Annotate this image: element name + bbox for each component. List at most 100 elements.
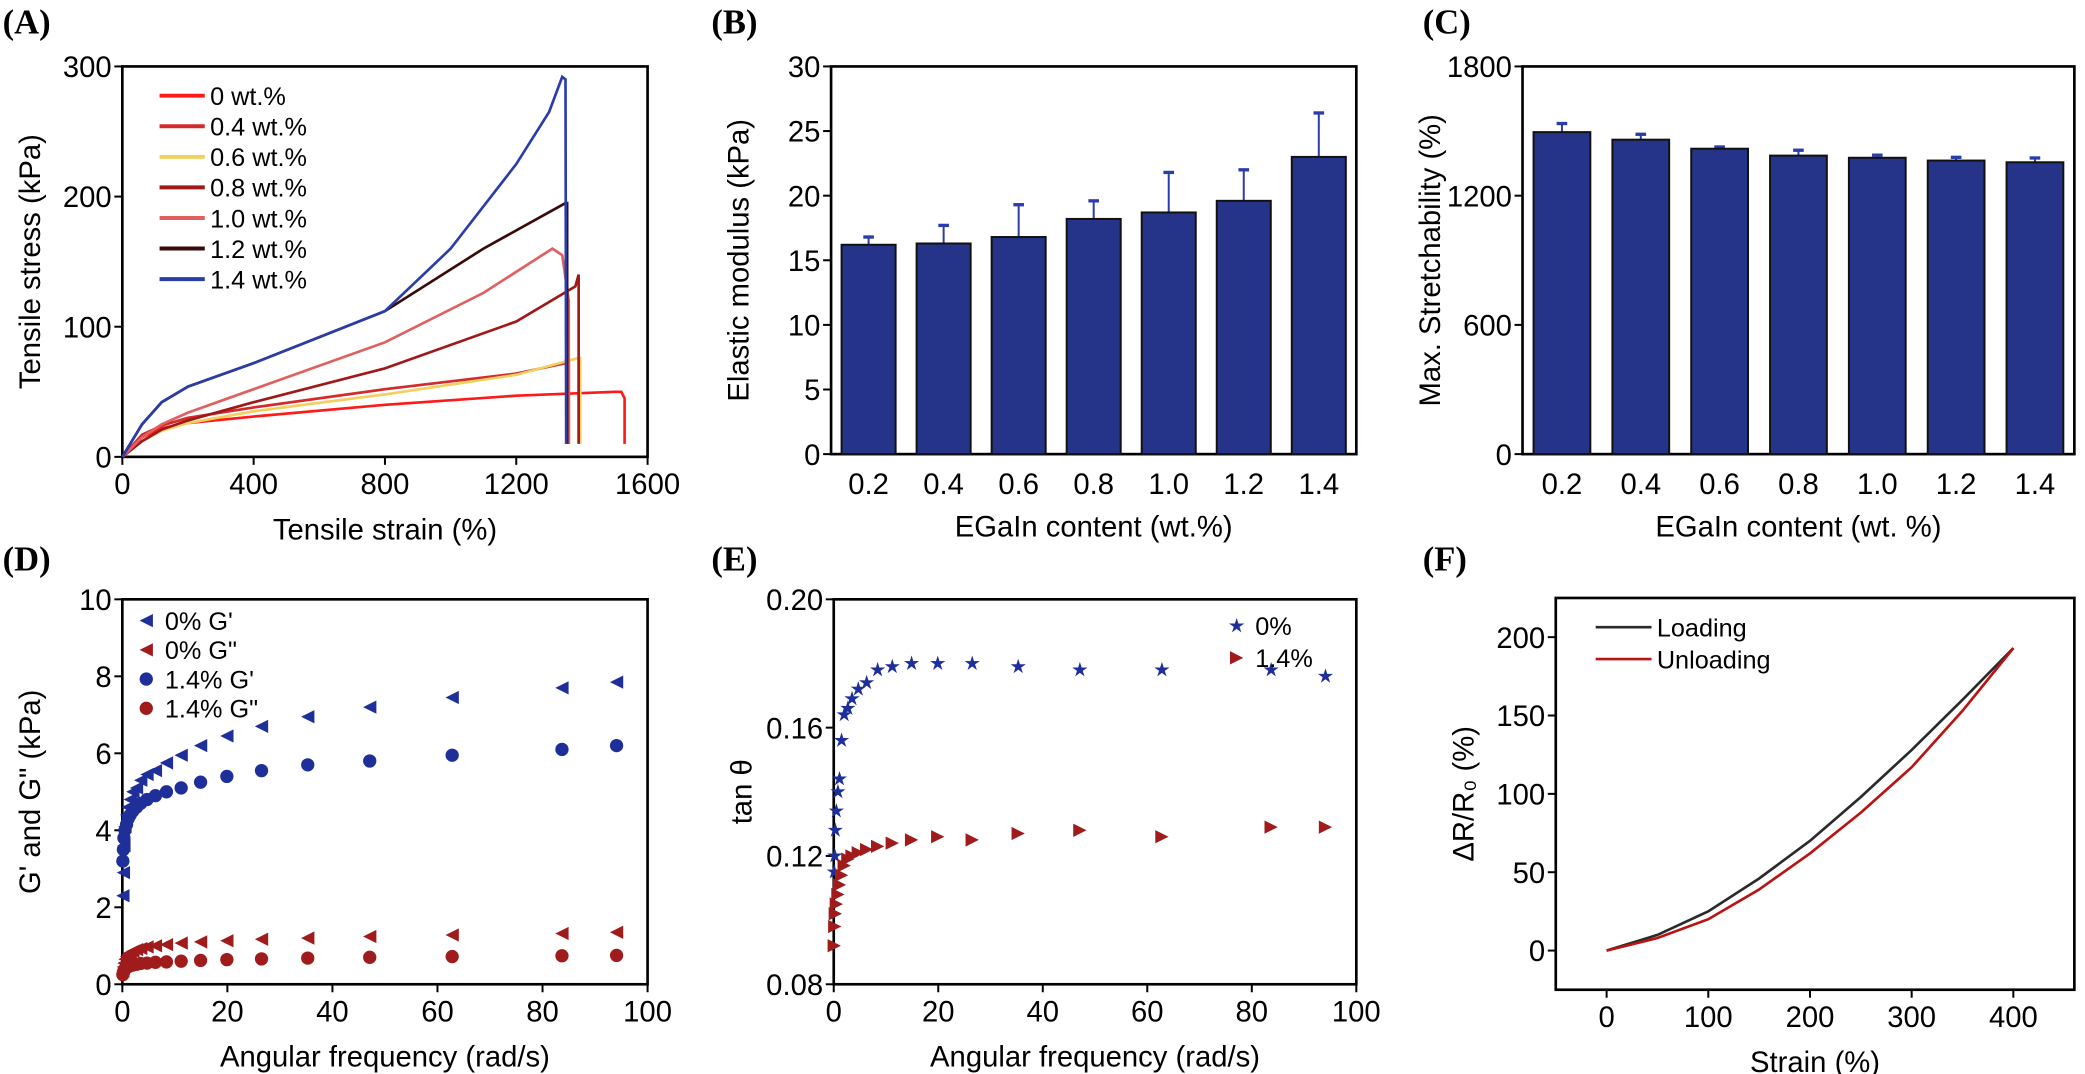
y-tick-label: 300 bbox=[63, 52, 112, 84]
x-tick-label: 400 bbox=[229, 469, 278, 501]
bar bbox=[1769, 154, 1828, 456]
data-point bbox=[116, 889, 130, 903]
data-point bbox=[555, 926, 569, 941]
x-tick-label: 0 bbox=[114, 996, 130, 1028]
y-tick-label: 1800 bbox=[1447, 52, 1512, 84]
y-tick-label: 25 bbox=[788, 117, 821, 149]
series-line-6 bbox=[121, 74, 568, 458]
data-point bbox=[609, 738, 624, 753]
data-point bbox=[1263, 661, 1279, 677]
x-tick-label: 0 bbox=[1598, 1002, 1614, 1034]
y-tick-label: 0 bbox=[804, 440, 820, 472]
data-point bbox=[965, 833, 979, 847]
data-point bbox=[884, 658, 900, 674]
data-point bbox=[964, 655, 980, 670]
x-tick-label: 0.6 bbox=[1699, 469, 1740, 501]
data-point bbox=[174, 954, 188, 968]
data-point bbox=[860, 842, 874, 857]
panel-label: (D) bbox=[3, 541, 51, 579]
y-tick-label: 6 bbox=[95, 739, 111, 771]
legend-label: 1.4 wt.% bbox=[210, 266, 307, 294]
x-axis-label: Angular frequency (rad/s) bbox=[930, 1042, 1260, 1074]
legend-label: 0% G' bbox=[165, 608, 233, 636]
data-point bbox=[301, 931, 315, 945]
y-tick-label: 8 bbox=[95, 662, 111, 694]
data-point bbox=[445, 949, 459, 964]
data-point bbox=[609, 925, 624, 939]
data-point bbox=[555, 742, 569, 757]
data-point bbox=[827, 847, 843, 863]
data-point bbox=[829, 897, 843, 911]
data-point bbox=[301, 951, 315, 965]
x-tick-label: 1200 bbox=[484, 469, 549, 501]
data-point bbox=[827, 822, 843, 837]
y-axis-label: Tensile stress (kPa) bbox=[15, 134, 47, 389]
data-point bbox=[116, 854, 130, 868]
data-point bbox=[174, 781, 188, 795]
data-point bbox=[220, 769, 234, 784]
x-tick-label: 100 bbox=[1684, 1002, 1733, 1034]
panel-label: (A) bbox=[3, 4, 51, 42]
y-axis-label: Elastic modulus (kPa) bbox=[724, 119, 756, 402]
y-tick-label: 150 bbox=[1496, 701, 1545, 733]
y-tick-label: 100 bbox=[63, 312, 112, 344]
x-tick-label: 1.4 bbox=[1298, 469, 1339, 501]
panel-e: (E) Angular frequency (rad/s) tan θ 0.08 0.1… bbox=[711, 541, 1380, 1074]
x-tick-label: 0.4 bbox=[923, 469, 964, 501]
data-point bbox=[851, 846, 865, 860]
y-tick-label: 30 bbox=[788, 52, 821, 84]
legend-label: 1.2 wt.% bbox=[210, 236, 307, 264]
legend-label: 1.0 wt.% bbox=[210, 205, 307, 233]
data-point bbox=[831, 770, 848, 786]
y-tick-label: 1200 bbox=[1447, 181, 1512, 213]
x-tick-label: 100 bbox=[1332, 996, 1381, 1028]
y-tick-label: 0.20 bbox=[766, 585, 823, 617]
data-point bbox=[1073, 823, 1087, 837]
data-point bbox=[1264, 820, 1278, 834]
legend-label: 0.8 wt.% bbox=[210, 175, 307, 203]
x-tick-label: 1.2 bbox=[1223, 469, 1264, 501]
x-tick-label: 0.6 bbox=[998, 469, 1039, 501]
data-point bbox=[129, 781, 144, 795]
bar bbox=[1215, 199, 1272, 456]
y-tick-label: 600 bbox=[1463, 311, 1512, 343]
y-tick-label: 10 bbox=[79, 585, 112, 617]
x-tick-label: 0 bbox=[114, 469, 130, 501]
x-tick-label: 1.0 bbox=[1148, 469, 1189, 501]
x-axis-label: EGaIn content (wt. %) bbox=[1655, 512, 1941, 544]
panel-d: (D) Angular frequency (rad/s) G' and G" (k… bbox=[3, 541, 672, 1074]
panel-label: (F) bbox=[1423, 541, 1467, 579]
data-point bbox=[301, 710, 315, 724]
legend-label: 1.4% G" bbox=[165, 696, 258, 724]
bar bbox=[1690, 147, 1749, 456]
data-point bbox=[174, 936, 188, 950]
x-tick-label: 400 bbox=[1989, 1002, 2038, 1034]
x-tick-label: 1.2 bbox=[1936, 469, 1977, 501]
data-point bbox=[837, 858, 851, 873]
data-point bbox=[220, 729, 234, 743]
data-point bbox=[140, 940, 154, 954]
x-tick-label: 80 bbox=[526, 996, 559, 1028]
panel-label: (B) bbox=[711, 4, 757, 42]
data-point bbox=[870, 839, 885, 853]
y-tick-label: 0 bbox=[1529, 936, 1545, 968]
data-point bbox=[828, 803, 844, 818]
y-tick-label: 0 bbox=[95, 970, 111, 1002]
plot-frame bbox=[832, 598, 1358, 986]
y-axis-label: ΔR/R₀ (%) bbox=[1448, 726, 1480, 862]
x-tick-label: 60 bbox=[421, 996, 454, 1028]
data-point bbox=[445, 690, 459, 705]
x-tick-label: 1.0 bbox=[1857, 469, 1898, 501]
legend-label: 1.4% G' bbox=[165, 666, 254, 694]
panel-b: (B) EGaIn content (wt.%) Elastic modulus (… bbox=[711, 4, 1358, 544]
data-point bbox=[850, 681, 866, 696]
data-point bbox=[609, 948, 624, 963]
bar bbox=[1532, 131, 1592, 456]
data-point bbox=[148, 763, 163, 778]
y-axis-label: Max. Stretchability (%) bbox=[1415, 114, 1447, 406]
data-point bbox=[254, 932, 269, 946]
series-line-3 bbox=[121, 274, 580, 458]
y-tick-label: 10 bbox=[788, 311, 821, 343]
data-point bbox=[1154, 661, 1170, 677]
